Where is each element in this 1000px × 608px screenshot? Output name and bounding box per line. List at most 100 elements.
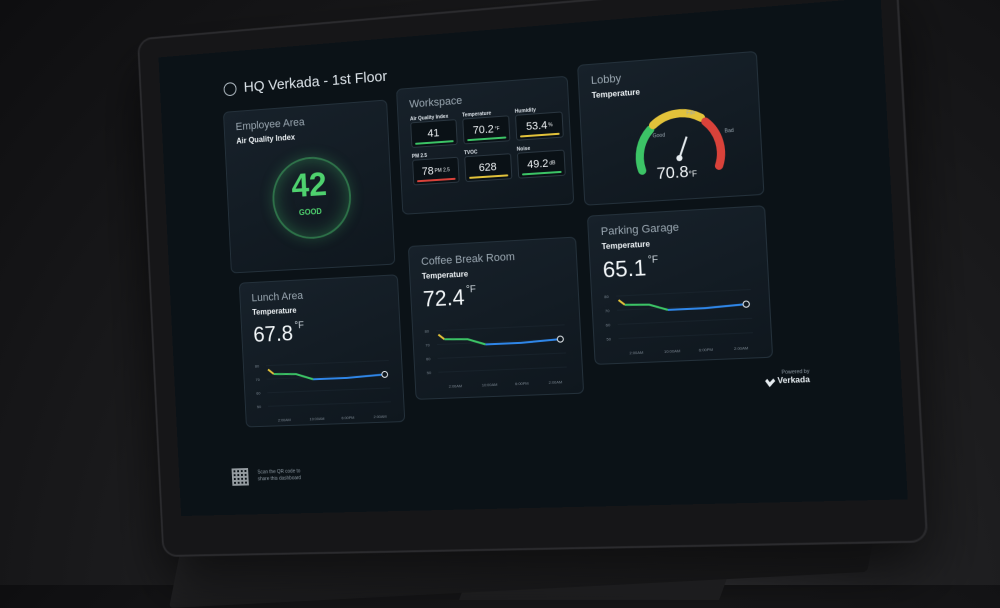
metric-tile[interactable]: PM 2.5 78 PM 2.5	[412, 151, 460, 186]
y-tick-label: 50	[427, 370, 432, 375]
temperature-value: 67.8°F	[253, 316, 389, 348]
unit: °F	[647, 254, 658, 266]
series-segment	[444, 337, 485, 346]
y-tick-label: 50	[606, 336, 611, 341]
status-bar	[522, 171, 562, 176]
status-bar	[417, 178, 456, 182]
x-tick-label: 2:00AM	[734, 345, 749, 351]
y-tick-label: 70	[255, 377, 259, 382]
x-tick-label: 10:00AM	[664, 348, 681, 354]
metric-tile[interactable]: TVOC 628	[464, 147, 513, 182]
tile-value: 53.4	[526, 120, 548, 134]
powered-by: Powered by Verkada	[765, 369, 810, 386]
x-tick-label: 6:00PM	[699, 347, 713, 353]
brand-name: Verkada	[777, 375, 810, 386]
tile-value: 628	[478, 161, 497, 174]
tile-unit: PM 2.5	[434, 167, 450, 174]
status-bar	[415, 140, 454, 145]
y-tick-label: 50	[257, 404, 261, 409]
monitor: HQ Verkada - 1st Floor Employee Area Air…	[0, 0, 1000, 585]
card-employee-area[interactable]: Employee Area Air Quality Index 42 GOOD	[223, 99, 395, 273]
y-tick-label: 70	[425, 342, 430, 347]
x-tick-label: 2:00AM	[548, 379, 562, 385]
status-bar	[520, 133, 560, 138]
card-parking-garage[interactable]: Parking Garage Temperature 65.1°F 80 70 60…	[587, 205, 773, 365]
status-bar	[469, 174, 508, 179]
metric-tile[interactable]: Temperature 70.2 °F	[462, 109, 510, 144]
temperature-value: 65.1°F	[602, 249, 755, 283]
temperature-line-chart: 80 70 60 50 2:00AM 10:00AM 6:00PM 2:00AM	[422, 317, 572, 393]
card-lobby[interactable]: Lobby Temperature Good Fair Bad 70.8°F	[577, 51, 764, 206]
series-segment	[274, 372, 313, 380]
gridline	[438, 353, 566, 358]
gridline	[619, 333, 753, 339]
gridline	[266, 360, 389, 365]
metric-tile[interactable]: Noise 49.2 dB	[517, 144, 566, 179]
y-tick-label: 80	[604, 294, 609, 299]
gridline	[616, 290, 750, 297]
tile-unit: °F	[495, 126, 500, 132]
page-title: HQ Verkada - 1st Floor	[243, 68, 387, 96]
y-tick-label: 80	[425, 328, 430, 333]
x-tick-label: 6:00PM	[341, 415, 354, 420]
tile-value-box: 628	[464, 153, 512, 182]
card-coffee-break-room[interactable]: Coffee Break Room Temperature 72.4°F 80 7…	[408, 237, 584, 400]
tile-value-box: 49.2 dB	[517, 150, 566, 179]
unit: °F	[294, 320, 304, 331]
metric-tile[interactable]: Air Quality Index 41	[410, 113, 458, 148]
tile-unit: dB	[549, 160, 555, 166]
tile-value-box: 78 PM 2.5	[412, 157, 460, 186]
x-tick-label: 2:00AM	[373, 414, 386, 420]
metric-label: Temperature	[252, 301, 387, 316]
tile-value: 70.2	[473, 123, 495, 136]
tile-value: 49.2	[527, 158, 549, 171]
value: 67.8	[253, 321, 294, 347]
temperature-line-chart: 80 70 60 50 2:00AM 10:00AM 6:00PM 2:00AM	[602, 281, 759, 359]
dashboard-header: HQ Verkada - 1st Floor	[223, 68, 387, 97]
gauge-label-fair: Fair	[686, 110, 695, 117]
y-tick-label: 60	[256, 390, 260, 395]
current-point	[557, 336, 563, 342]
x-tick-label: 2:00AM	[449, 383, 463, 389]
y-tick-label: 60	[606, 322, 611, 327]
qr-caption: Scan the QR code to share this dashboard	[257, 468, 301, 483]
verkada-logo-icon	[765, 375, 775, 387]
tile-value-box: 41	[410, 119, 458, 148]
y-tick-label: 70	[605, 308, 610, 313]
x-tick-label: 2:00AM	[278, 417, 291, 422]
card-lunch-area[interactable]: Lunch Area Temperature 67.8°F 80 70 60 50 2:…	[239, 274, 405, 427]
current-point	[743, 301, 750, 307]
brand: Verkada	[766, 375, 810, 386]
unit: °F	[466, 284, 476, 295]
aqi-value: 42	[271, 164, 348, 207]
x-tick-label: 10:00AM	[309, 416, 324, 422]
gridline	[267, 388, 390, 393]
dashboard-screen: HQ Verkada - 1st Floor Employee Area Air…	[159, 0, 908, 516]
tile-value: 41	[427, 127, 439, 140]
temperature-value: 72.4°F	[422, 279, 566, 312]
tile-value-box: 53.4%	[515, 111, 564, 140]
status-bar	[467, 136, 506, 141]
workspace-tiles: Air Quality Index 41 Temperature 70.2 °F Humi…	[410, 106, 560, 186]
gauge-hub	[676, 155, 682, 162]
x-tick-label: 2:00AM	[629, 350, 643, 356]
value: 65.1	[602, 255, 647, 283]
series-segment	[625, 303, 668, 312]
tile-value-box: 70.2 °F	[462, 115, 510, 144]
tile-unit: %	[548, 122, 553, 128]
metric-tile[interactable]: Humidity 53.4%	[515, 105, 564, 140]
temperature-line-chart: 80 70 60 50 2:00AM 10:00AM 6:00PM 2:00AM	[253, 352, 397, 426]
series-segment	[619, 300, 625, 305]
qr-code-icon[interactable]	[232, 468, 249, 486]
x-tick-label: 6:00PM	[515, 381, 529, 387]
value: 72.4	[422, 285, 465, 312]
gridline	[618, 318, 752, 324]
current-point	[382, 371, 388, 377]
unit: °F	[688, 169, 697, 179]
card-workspace[interactable]: Workspace Air Quality Index 41 Temperature…	[396, 76, 574, 215]
gridline	[436, 325, 564, 331]
x-tick-label: 10:00AM	[482, 382, 498, 388]
gauge-needle	[678, 137, 687, 158]
lobby-temperature-value: 70.8°F	[656, 163, 697, 184]
qr-share[interactable]: Scan the QR code to share this dashboard	[232, 466, 302, 485]
